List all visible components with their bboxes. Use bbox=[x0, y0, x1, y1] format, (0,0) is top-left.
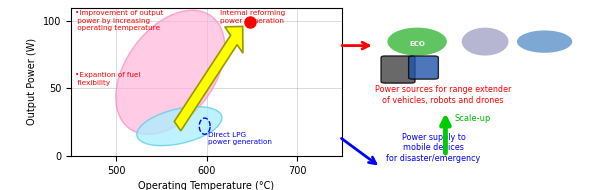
Text: Internal reforming
power generation: Internal reforming power generation bbox=[220, 10, 286, 24]
Ellipse shape bbox=[137, 107, 222, 146]
Text: Scale-up: Scale-up bbox=[454, 114, 491, 123]
FancyBboxPatch shape bbox=[409, 56, 438, 79]
Y-axis label: Output Power (W): Output Power (W) bbox=[27, 38, 37, 125]
FancyBboxPatch shape bbox=[381, 56, 415, 83]
Text: ECO: ECO bbox=[409, 41, 425, 47]
Ellipse shape bbox=[116, 10, 225, 134]
Ellipse shape bbox=[517, 30, 572, 53]
Text: Direct LPG
power generation: Direct LPG power generation bbox=[208, 131, 272, 145]
FancyArrow shape bbox=[174, 26, 243, 131]
Text: Power supply to
mobile devices
for disaster/emergency: Power supply to mobile devices for disas… bbox=[386, 133, 481, 163]
Text: •Improvement of output
 power by increasing
 operating temperature: •Improvement of output power by increasi… bbox=[76, 10, 163, 31]
Text: Power sources for range extender
of vehicles, robots and drones: Power sources for range extender of vehi… bbox=[375, 86, 511, 105]
X-axis label: Operating Temperature (°C): Operating Temperature (°C) bbox=[139, 181, 274, 190]
Text: •Expantion of fuel
 flexibility: •Expantion of fuel flexibility bbox=[76, 72, 141, 86]
Ellipse shape bbox=[462, 28, 509, 56]
Ellipse shape bbox=[388, 28, 447, 56]
